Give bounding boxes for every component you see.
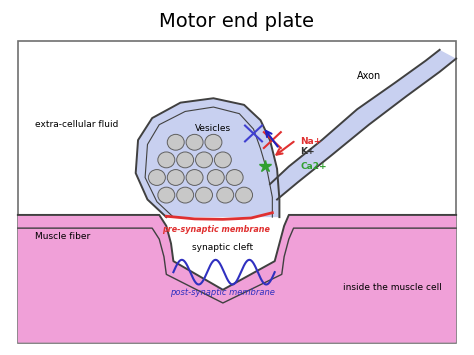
Bar xyxy=(18,41,456,343)
Text: post-synaptic membrane: post-synaptic membrane xyxy=(171,288,275,297)
Text: pre-synaptic membrane: pre-synaptic membrane xyxy=(162,225,270,234)
Text: Na+: Na+ xyxy=(301,137,322,146)
Text: K+: K+ xyxy=(301,147,315,157)
Circle shape xyxy=(196,152,212,168)
Circle shape xyxy=(158,152,175,168)
Polygon shape xyxy=(136,98,279,217)
Circle shape xyxy=(205,134,222,150)
Circle shape xyxy=(177,187,194,203)
Circle shape xyxy=(167,170,184,185)
Circle shape xyxy=(196,187,212,203)
Circle shape xyxy=(148,170,165,185)
Text: Vesicles: Vesicles xyxy=(195,124,231,133)
Circle shape xyxy=(236,187,253,203)
Polygon shape xyxy=(145,107,273,217)
Text: synaptic cleft: synaptic cleft xyxy=(192,242,254,252)
Text: Axon: Axon xyxy=(357,71,381,81)
Circle shape xyxy=(167,134,184,150)
Polygon shape xyxy=(18,215,456,343)
Circle shape xyxy=(207,170,224,185)
Circle shape xyxy=(214,152,231,168)
Circle shape xyxy=(186,134,203,150)
Text: Motor end plate: Motor end plate xyxy=(159,12,315,31)
Circle shape xyxy=(226,170,243,185)
Text: Muscle fiber: Muscle fiber xyxy=(35,233,90,241)
Text: Ca2+: Ca2+ xyxy=(301,162,327,171)
Circle shape xyxy=(217,187,234,203)
Circle shape xyxy=(186,170,203,185)
Polygon shape xyxy=(270,50,456,200)
Text: extra-cellular fluid: extra-cellular fluid xyxy=(35,120,118,129)
Circle shape xyxy=(158,187,175,203)
Circle shape xyxy=(177,152,194,168)
Text: inside the muscle cell: inside the muscle cell xyxy=(343,283,442,292)
